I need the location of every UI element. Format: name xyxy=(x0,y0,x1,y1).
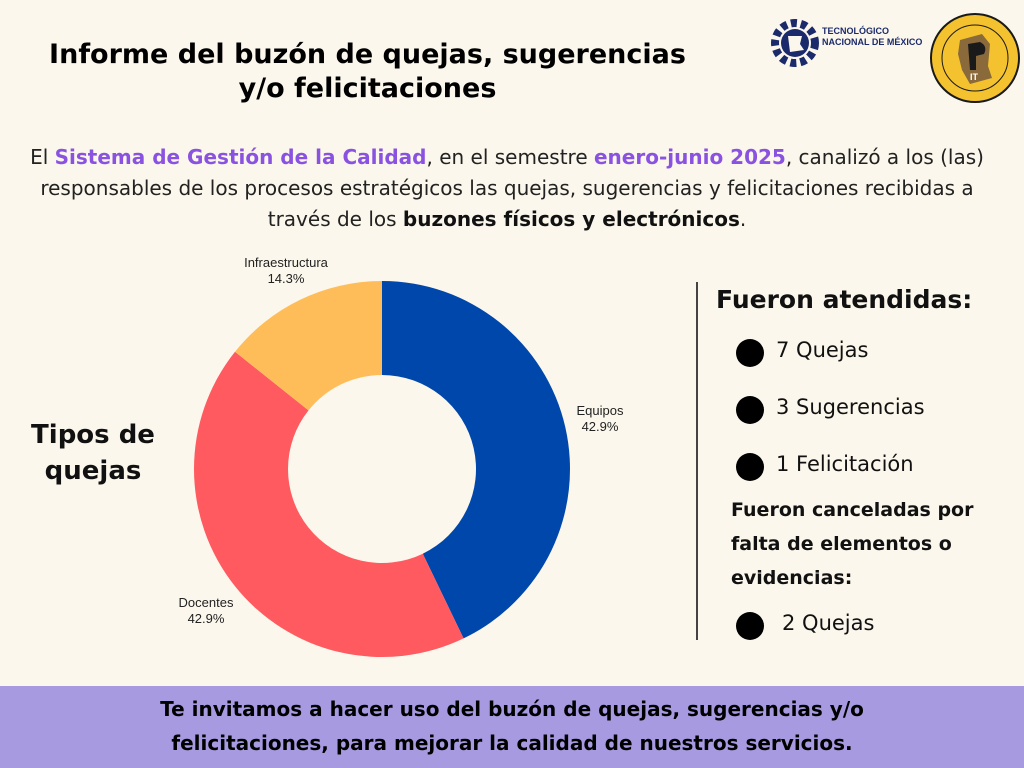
intro-text-4: . xyxy=(739,207,747,231)
intro-text-1: El xyxy=(30,145,55,169)
cancelled-heading-line-2: falta de elementos o xyxy=(731,533,952,555)
bullet-icon xyxy=(736,396,764,424)
tecnm-line-1: TECNOLÓGICO xyxy=(822,26,889,36)
itp-seal: IT xyxy=(930,13,1020,103)
svg-text:IT: IT xyxy=(970,72,979,82)
list-item: 7 Quejas xyxy=(716,336,1022,393)
attended-item-congratulations: 1 Felicitación xyxy=(776,452,914,476)
cancelled-list: 2 Quejas xyxy=(716,609,1022,640)
intro-highlight-system: Sistema de Gestión de la Calidad xyxy=(54,145,427,169)
chart-side-label-line-1: Tipos de xyxy=(31,420,155,450)
intro-highlight-period: enero-junio 2025 xyxy=(593,145,786,169)
cancelled-heading: Fueron canceladas por falta de elementos… xyxy=(731,493,1022,595)
intro-bold-mailboxes: buzones físicos y electrónicos xyxy=(402,207,740,231)
vertical-divider xyxy=(696,282,698,640)
chart-side-label: Tipos de quejas xyxy=(18,417,168,489)
slice-percent-label: 14.3% xyxy=(268,271,305,286)
title-line-1: Informe del buzón de quejas, sugerencias xyxy=(49,39,686,70)
footer-line-2: felicitaciones, para mejorar la calidad … xyxy=(171,731,853,755)
tecnm-logo: TECNOLÓGICO NACIONAL DE MÉXICO xyxy=(770,10,935,76)
slice-percent-label: 42.9% xyxy=(188,611,225,626)
list-item: 3 Sugerencias xyxy=(716,393,1022,450)
tecnm-line-2: NACIONAL DE MÉXICO xyxy=(822,37,923,47)
list-item: 1 Felicitación xyxy=(716,450,1022,507)
donut-slice-docentes xyxy=(194,351,464,657)
intro-paragraph: El Sistema de Gestión de la Calidad, en … xyxy=(22,142,992,235)
bullet-icon xyxy=(736,339,764,367)
cancelled-item-complaints: 2 Quejas xyxy=(782,611,875,635)
slice-category-label: Equipos xyxy=(577,403,624,418)
donut-slice-infraestructura xyxy=(235,281,382,411)
logos: TECNOLÓGICO NACIONAL DE MÉXICO IT xyxy=(764,4,1024,116)
donut-slice-equipos xyxy=(382,281,570,639)
attended-item-complaints: 7 Quejas xyxy=(776,338,869,362)
title-line-2: y/o felicitaciones xyxy=(238,73,497,104)
slice-category-label: Infraestructura xyxy=(244,255,329,270)
summary-panel: Fueron atendidas: 7 Quejas 3 Sugerencias… xyxy=(716,282,1022,640)
intro-text-3: , canalizó a los (las) responsables de l… xyxy=(40,145,984,231)
cancelled-heading-line-3: evidencias: xyxy=(731,567,853,589)
tecnm-text: TECNOLÓGICO NACIONAL DE MÉXICO xyxy=(822,26,922,48)
attended-list: 7 Quejas 3 Sugerencias 1 Felicitación xyxy=(716,336,1022,507)
complaints-chart: Tipos de quejas Equipos 42.9% Docentes 42.9… xyxy=(0,245,690,685)
footer-line-1: Te invitamos a hacer uso del buzón de qu… xyxy=(160,697,864,721)
attended-item-suggestions: 3 Sugerencias xyxy=(776,395,925,419)
slice-category-label: Docentes xyxy=(179,595,234,610)
list-item: 2 Quejas xyxy=(716,609,1022,640)
page-title: Informe del buzón de quejas, sugerencias… xyxy=(0,38,735,106)
donut-chart: Equipos42.9%Docentes42.9%Infraestructura… xyxy=(179,255,624,657)
bullet-icon xyxy=(736,612,764,640)
cancelled-heading-line-1: Fueron canceladas por xyxy=(731,499,974,521)
attended-heading: Fueron atendidas: xyxy=(716,285,973,314)
slice-percent-label: 42.9% xyxy=(582,419,619,434)
footer-banner: Te invitamos a hacer uso del buzón de qu… xyxy=(0,686,1024,768)
chart-side-label-line-2: quejas xyxy=(44,456,142,486)
bullet-icon xyxy=(736,453,764,481)
intro-text-2: , en el semestre xyxy=(426,145,594,169)
tecnm-gear-icon xyxy=(771,19,819,67)
